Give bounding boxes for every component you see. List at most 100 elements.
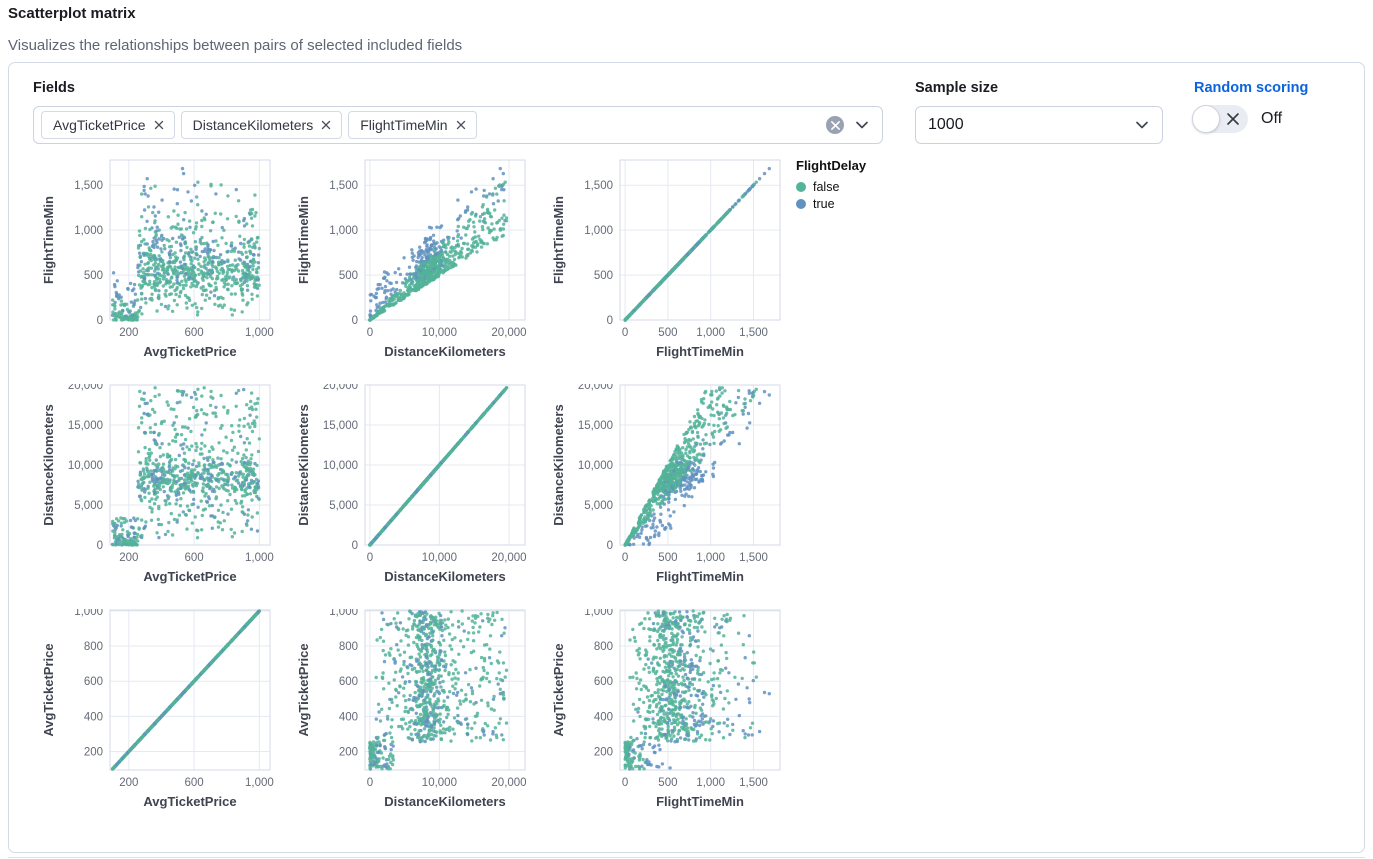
random-scoring-state: Off (1261, 110, 1283, 127)
fields-chevron-down-icon[interactable] (854, 117, 870, 133)
svg-text:10,000: 10,000 (68, 460, 103, 472)
svg-text:0: 0 (622, 327, 628, 339)
svg-text:0: 0 (97, 315, 103, 327)
scatter-cell-DistanceKilometers-vs-DistanceKilometers: 0 5,000 10,000 15,000 20,000 0 10,000 20,000 Dis… (288, 380, 543, 599)
y-axis-label: AvgTicketPrice (296, 643, 311, 736)
svg-text:20,000: 20,000 (491, 552, 526, 564)
field-pill-AvgTicketPrice[interactable]: AvgTicketPrice (41, 111, 175, 139)
x-axis-label: AvgTicketPrice (143, 794, 236, 809)
svg-text:15,000: 15,000 (323, 420, 358, 432)
scatterplot-matrix-panel: Fields AvgTicketPrice DistanceKilometers F… (8, 62, 1365, 853)
scatter-plot-DistanceKilometers-vs-AvgTicketPrice: 0 5,000 10,000 15,000 20,000 200 600 1,000 AvgTi… (41, 380, 274, 584)
y-axis-label: AvgTicketPrice (551, 643, 566, 736)
svg-text:1,500: 1,500 (74, 180, 103, 192)
scatter-cell-FlightTimeMin-vs-DistanceKilometers: 0 500 1,000 1,500 0 10,000 20,000 DistanceKilom… (288, 159, 543, 374)
svg-text:0: 0 (352, 540, 358, 552)
scatter-cell-FlightTimeMin-vs-FlightTimeMin: 0 500 1,000 1,500 0 500 1,000 1,500 FlightTimeMi… (543, 159, 798, 374)
clear-fields-button[interactable] (826, 116, 844, 134)
sample-size-value: 1000 (928, 116, 964, 133)
sample-size-select[interactable]: 1000 (915, 106, 1163, 144)
x-axis-label: FlightTimeMin (656, 344, 744, 359)
random-scoring-switch-row: Off (1192, 105, 1282, 133)
cross-icon (830, 120, 840, 130)
x-axis-label: DistanceKilometers (384, 569, 505, 584)
field-pill-label: AvgTicketPrice (53, 117, 146, 133)
legend-title: FlightDelay (796, 158, 867, 173)
page-title: Scatterplot matrix (8, 5, 136, 22)
svg-text:1,500: 1,500 (739, 327, 768, 339)
random-scoring-link[interactable]: Random scoring (1194, 80, 1309, 96)
legend-item-false: false (796, 180, 866, 194)
legend-label: true (813, 197, 835, 211)
svg-text:0: 0 (367, 552, 373, 564)
svg-text:15,000: 15,000 (68, 420, 103, 432)
svg-text:10,000: 10,000 (422, 552, 457, 564)
y-axis-label: FlightTimeMin (41, 196, 56, 284)
x-axis-label: DistanceKilometers (384, 344, 505, 359)
field-pill-label: FlightTimeMin (360, 117, 448, 133)
scatter-plot-FlightTimeMin-vs-FlightTimeMin: 0 500 1,000 1,500 0 500 1,000 1,500 FlightTimeMi… (551, 159, 781, 359)
remove-field-cross-icon[interactable] (455, 119, 467, 131)
svg-text:5,000: 5,000 (74, 500, 103, 512)
y-axis-label: DistanceKilometers (296, 404, 311, 525)
sample-size-label: Sample size (915, 80, 999, 96)
field-pill-label: DistanceKilometers (192, 117, 314, 133)
svg-text:10,000: 10,000 (422, 327, 457, 339)
svg-text:500: 500 (594, 270, 613, 282)
legend-label: false (813, 180, 840, 194)
scatter-cell-AvgTicketPrice-vs-AvgTicketPrice: 200 400 600 800 1,000 200 600 1,000 AvgTicketPri… (33, 606, 288, 824)
flight-delay-legend: FlightDelay false true (796, 158, 866, 214)
svg-text:500: 500 (658, 327, 677, 339)
fields-label: Fields (33, 80, 75, 96)
remove-field-cross-icon[interactable] (153, 119, 165, 131)
y-axis-label: AvgTicketPrice (41, 643, 56, 736)
y-axis-label: FlightTimeMin (296, 196, 311, 284)
fields-combobox[interactable]: AvgTicketPrice DistanceKilometers FlightTi… (33, 106, 883, 144)
scatter-cell-AvgTicketPrice-vs-FlightTimeMin: 200 400 600 800 1,000 0 500 1,000 1,500 FlightTim… (543, 606, 798, 824)
svg-text:10,000: 10,000 (323, 460, 358, 472)
x-axis-label: FlightTimeMin (656, 794, 744, 809)
toggle-knob (1192, 105, 1220, 133)
svg-text:500: 500 (84, 270, 103, 282)
svg-text:5,000: 5,000 (329, 500, 358, 512)
sample-size-chevron-down-icon[interactable] (1134, 117, 1150, 133)
svg-text:1,500: 1,500 (584, 180, 613, 192)
svg-text:0: 0 (607, 315, 613, 327)
scatter-plot-FlightTimeMin-vs-DistanceKilometers: 0 500 1,000 1,500 0 10,000 20,000 DistanceKilom… (296, 159, 527, 359)
svg-text:1,500: 1,500 (329, 180, 358, 192)
scatter-plot-FlightTimeMin-vs-AvgTicketPrice: 0 500 1,000 1,500 200 600 1,000 AvgTicketPrice F… (41, 159, 274, 359)
remove-field-cross-icon[interactable] (320, 119, 332, 131)
x-axis-label: AvgTicketPrice (143, 569, 236, 584)
random-scoring-toggle[interactable] (1192, 105, 1248, 133)
legend-swatch-false (796, 182, 806, 192)
field-pill-DistanceKilometers[interactable]: DistanceKilometers (180, 111, 343, 139)
y-axis-label: DistanceKilometers (551, 404, 566, 525)
svg-text:600: 600 (185, 327, 204, 339)
field-pill-FlightTimeMin[interactable]: FlightTimeMin (348, 111, 477, 139)
svg-text:1,000: 1,000 (74, 225, 103, 237)
svg-text:500: 500 (339, 270, 358, 282)
svg-text:1,000: 1,000 (245, 327, 274, 339)
scatter-cell-DistanceKilometers-vs-AvgTicketPrice: 0 5,000 10,000 15,000 20,000 200 600 1,000 AvgTi… (33, 380, 288, 599)
x-axis-label: FlightTimeMin (656, 569, 744, 584)
svg-text:20,000: 20,000 (68, 384, 103, 392)
page-bottom-divider (8, 857, 1365, 858)
legend-swatch-true (796, 199, 806, 209)
page-subtitle: Visualizes the relationships between pai… (8, 37, 463, 54)
legend-item-true: true (796, 197, 866, 211)
svg-text:20,000: 20,000 (491, 327, 526, 339)
scatter-plot-DistanceKilometers-vs-DistanceKilometers: 0 5,000 10,000 15,000 20,000 0 10,000 20,000 Dis… (296, 380, 527, 584)
toggle-off-cross-icon (1227, 113, 1239, 125)
scatterplot-matrix-grid: 0 500 1,000 1,500 200 600 1,000 AvgTicketPrice F… (33, 159, 823, 849)
svg-text:1,000: 1,000 (696, 327, 725, 339)
svg-text:600: 600 (185, 552, 204, 564)
scatter-cell-AvgTicketPrice-vs-DistanceKilometers: 200 400 600 800 1,000 0 10,000 20,000 DistanceKi… (288, 606, 543, 824)
scatter-cell-FlightTimeMin-vs-AvgTicketPrice: 0 500 1,000 1,500 200 600 1,000 AvgTicketPrice F… (33, 159, 288, 374)
x-axis-label: AvgTicketPrice (143, 344, 236, 359)
svg-text:1,000: 1,000 (329, 225, 358, 237)
svg-text:1,000: 1,000 (584, 225, 613, 237)
svg-text:20,000: 20,000 (323, 384, 358, 392)
